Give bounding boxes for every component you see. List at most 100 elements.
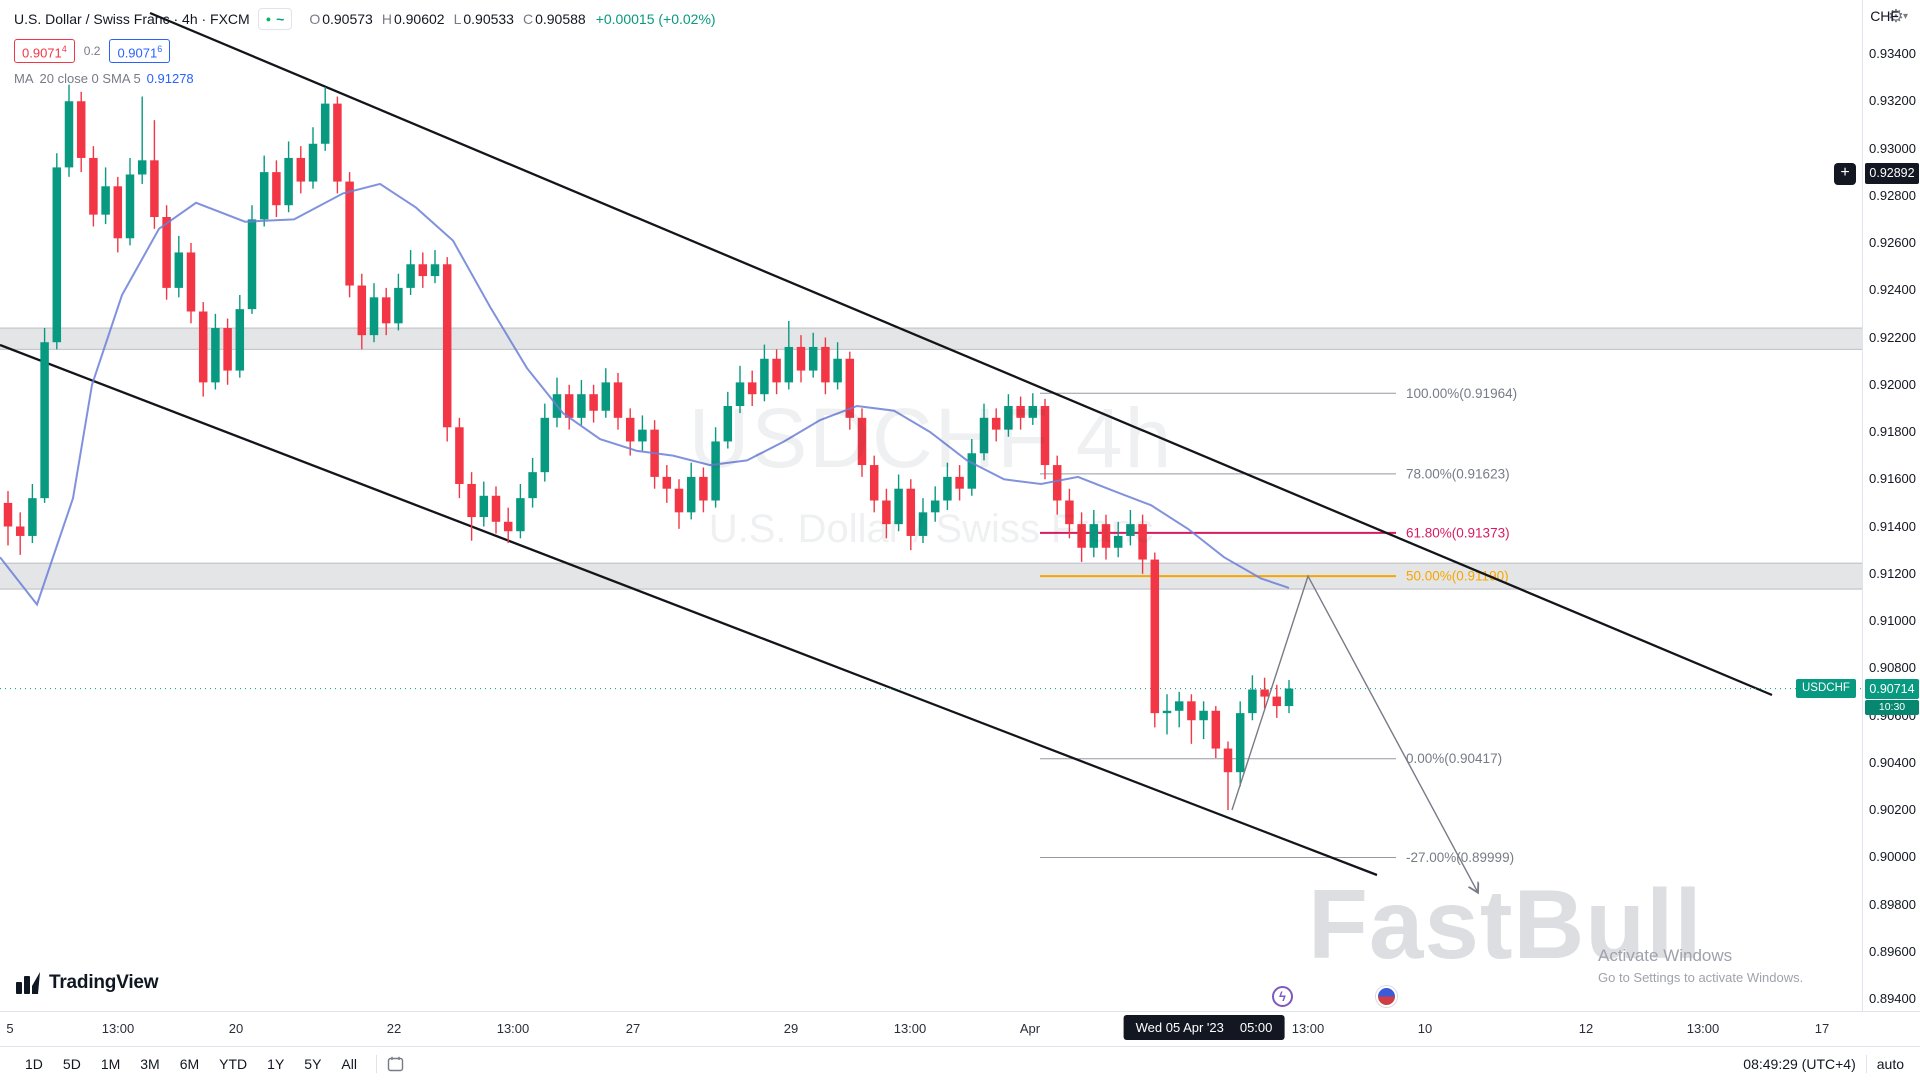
market-status-pill[interactable]: ● ~ [257, 8, 293, 30]
candle-body [967, 453, 977, 489]
range-button-5Y[interactable]: 5Y [304, 1055, 322, 1072]
candle-body [1052, 465, 1062, 501]
candle-body [1272, 696, 1282, 707]
candle-body [284, 157, 293, 206]
price-tick: 0.89400 [1869, 991, 1916, 1006]
range-button-3M[interactable]: 3M [140, 1055, 160, 1072]
candle-body [150, 160, 159, 218]
time-tick: 20 [228, 1021, 244, 1036]
high-key: H [381, 11, 392, 27]
price-zones [0, 327, 1862, 590]
trendline [149, 11, 1773, 697]
candle-body [747, 382, 757, 395]
fib-level-label: -27.00%(0.89999) [1406, 850, 1514, 865]
candle-body [711, 441, 720, 501]
time-tick: 27 [625, 1021, 641, 1036]
fib-retracement[interactable]: 100.00%(0.91964) 78.00%(0.91623) 61.80%(0.… [1040, 386, 1517, 865]
candle-body [64, 101, 74, 168]
candle-body [28, 498, 37, 536]
toolbar-divider [375, 1054, 377, 1073]
candle-body [247, 219, 257, 310]
price-tick: 0.91200 [1869, 565, 1916, 581]
currency-selector[interactable]: CHF ▾ [1870, 8, 1908, 24]
candle-body [1089, 524, 1099, 548]
price-tick: 0.92800 [1869, 187, 1916, 203]
price-tick: 0.93400 [1869, 46, 1916, 61]
spread-value: 0.2 [83, 44, 101, 59]
candle-body [1162, 710, 1172, 714]
candle-body [308, 143, 318, 182]
candle-body [601, 382, 611, 411]
high-value: 0.90602 [393, 11, 445, 27]
projection-arrow[interactable] [1231, 574, 1478, 893]
candle-body [76, 101, 86, 158]
candle-body [845, 358, 855, 418]
market-open-dot-icon: ● [265, 13, 272, 24]
auto-scale-button[interactable]: auto [1876, 1055, 1904, 1072]
candle-body [1211, 710, 1221, 749]
price-tick: 0.92200 [1869, 329, 1916, 345]
price-tick: 0.92400 [1869, 282, 1916, 298]
candle-body [796, 346, 806, 371]
candle-body [906, 488, 916, 536]
fib-level-label: 100.00%(0.91964) [1406, 386, 1517, 401]
range-button-5D[interactable]: 5D [62, 1055, 81, 1072]
ma20-line[interactable] [0, 182, 1290, 607]
candle-body [479, 495, 489, 518]
trend-channel[interactable] [0, 11, 1773, 877]
candle-body [1065, 500, 1074, 525]
trendline [0, 343, 1378, 877]
currency-label: CHF [1870, 8, 1899, 24]
candle-body [3, 502, 13, 527]
candle-body [125, 174, 135, 239]
price-axis[interactable]: 0.93400 0.93200 0.93000 0.92800 0.92600 0.924… [1862, 0, 1920, 1011]
candle-body [467, 483, 476, 518]
candle-body [211, 328, 220, 383]
price-tick: 0.90000 [1869, 849, 1916, 865]
candle-body [357, 285, 367, 336]
symbol-title[interactable]: U.S. Dollar / Swiss Franc · 4h · FXCM [14, 11, 250, 27]
time-tick: 13:00 [496, 1021, 530, 1036]
candle-body [516, 498, 525, 532]
range-button-6M[interactable]: 6M [179, 1055, 200, 1072]
clock-label[interactable]: 08:49:29 (UTC+4) [1743, 1055, 1856, 1072]
range-button-1D[interactable]: 1D [25, 1055, 43, 1072]
candle-body [186, 252, 196, 312]
candle-body [320, 103, 330, 144]
indicator-name[interactable]: MA [14, 71, 34, 87]
candle-body [833, 358, 842, 383]
candle-body [1223, 748, 1233, 773]
open-key: O [309, 11, 321, 27]
candle-body [198, 311, 208, 383]
candle-body [1174, 701, 1184, 711]
candle-body [784, 346, 794, 383]
time-axis[interactable]: 5 13:00 20 22 13:00 27 29 13:00 Apr 13:00 10 12 13:0… [0, 1011, 1920, 1047]
candle-body [442, 264, 452, 428]
crosshair-time: 05:00 [1239, 1020, 1273, 1035]
buy-price-button[interactable]: 0.90716 [109, 39, 171, 64]
change-value: +0.00015 (+0.02%) [595, 11, 716, 27]
candle-body [223, 328, 232, 371]
range-button-1Y[interactable]: 1Y [267, 1055, 285, 1072]
chart-plot-area[interactable]: 100.00%(0.91964) 78.00%(0.91623) 61.80%(0.… [0, 0, 1862, 1011]
range-button-All[interactable]: All [341, 1055, 357, 1072]
crosshair-date: Wed 05 Apr '23 [1135, 1020, 1224, 1035]
price-tick: 0.92000 [1869, 376, 1916, 392]
candle-body [1004, 406, 1013, 430]
go-to-date-icon[interactable] [387, 1056, 404, 1072]
open-value: 0.90573 [322, 11, 373, 27]
range-button-1M[interactable]: 1M [100, 1055, 121, 1072]
lightning-event-icon[interactable]: ϟ [1272, 986, 1293, 1007]
tradingview-logo[interactable]: TradingView [16, 972, 159, 994]
candle-body [894, 488, 903, 525]
candle-body [979, 417, 989, 454]
candle-body [613, 382, 623, 418]
range-button-YTD[interactable]: YTD [219, 1055, 248, 1072]
fib-level-label: 50.00%(0.91190) [1406, 569, 1509, 584]
sell-price-button[interactable]: 0.90714 [14, 39, 75, 64]
gear-icon[interactable]: ⚙ [1887, 6, 1904, 26]
time-tick: 22 [386, 1021, 402, 1036]
add-alert-plus-icon[interactable]: + [1834, 163, 1856, 185]
candle-body [540, 417, 550, 473]
us-economic-event-icon[interactable] [1376, 986, 1397, 1007]
